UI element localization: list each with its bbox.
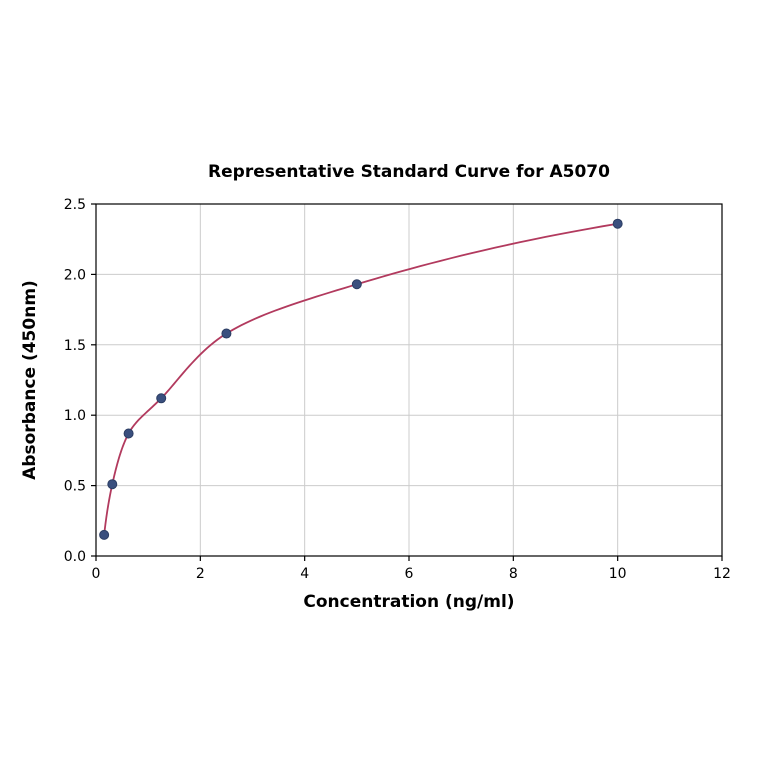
- data-point: [99, 529, 110, 540]
- y-tick-label: 1.0: [64, 408, 86, 424]
- x-tick-label: 12: [713, 566, 731, 582]
- x-tick-label: 0: [92, 566, 101, 582]
- fit-curve: [103, 222, 618, 535]
- x-tick-label: 2: [196, 566, 205, 582]
- y-tick-label: 0.5: [64, 479, 86, 495]
- y-tick-label: 0.0: [64, 549, 86, 565]
- x-axis-label: Concentration (ng/ml): [303, 592, 515, 612]
- x-tick-label: 8: [509, 566, 518, 582]
- data-point: [107, 479, 118, 490]
- x-tick-label: 4: [300, 566, 309, 582]
- data-point: [351, 279, 362, 290]
- y-tick-label: 1.5: [64, 338, 86, 354]
- chart-title: Representative Standard Curve for A5070: [208, 162, 610, 182]
- data-point: [156, 393, 167, 404]
- data-point: [221, 328, 232, 339]
- y-tick-label: 2.0: [64, 267, 86, 283]
- x-tick-label: 10: [609, 566, 627, 582]
- y-tick-label: 2.5: [64, 197, 86, 213]
- data-point: [612, 218, 623, 229]
- x-tick-label: 6: [405, 566, 414, 582]
- data-point: [123, 428, 134, 439]
